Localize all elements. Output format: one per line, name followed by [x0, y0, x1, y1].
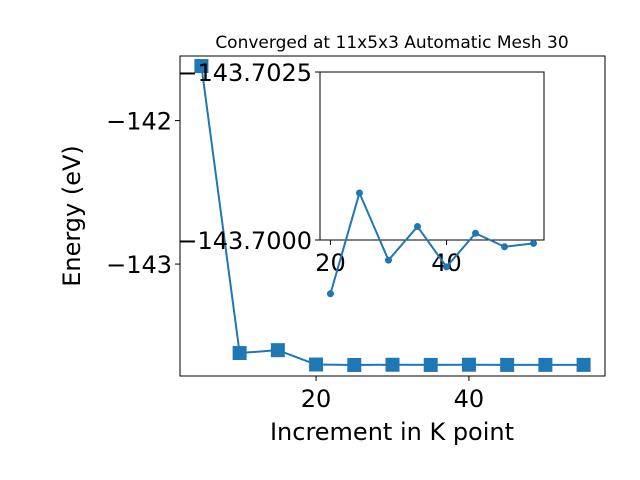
inset-data-point — [501, 243, 509, 251]
main-data-point — [232, 346, 247, 361]
inset-x-tick-label: 20 — [315, 249, 346, 277]
main-x-tick-label: 40 — [454, 385, 485, 413]
main-data-point — [538, 357, 553, 372]
main-data-point — [576, 357, 591, 372]
main-x-tick-label: 20 — [301, 385, 332, 413]
inset-data-point — [355, 189, 363, 197]
main-data-point — [309, 357, 324, 372]
main-data-point — [500, 357, 515, 372]
inset-data-point — [530, 239, 538, 247]
main-chart-title: Converged at 11x5x3 Automatic Mesh 30 — [215, 33, 568, 53]
main-y-tick-label: −143 — [106, 251, 172, 279]
main-y-tick-label: −142 — [106, 108, 172, 136]
main-data-point — [270, 343, 285, 358]
inset-y-tick-label: −143.7025 — [177, 59, 312, 87]
inset-data-point — [326, 290, 334, 298]
main-data-point — [347, 357, 362, 372]
main-y-axis-label: Energy (eV) — [58, 145, 86, 287]
main-data-point — [461, 357, 476, 372]
inset-series-line — [329, 191, 534, 295]
main-x-axis-label: Increment in K point — [270, 418, 514, 446]
main-data-point — [385, 357, 400, 372]
main-plot-frame — [179, 55, 606, 377]
inset-y-tick-label: −143.7000 — [177, 227, 312, 255]
inset-plot-frame — [319, 71, 545, 241]
main-data-point — [423, 357, 438, 372]
main-axes: Converged at 11x5x3 Automatic Mesh 30 In… — [58, 33, 606, 446]
main-data-point — [194, 59, 209, 74]
inset-axes: 20 40−143.7025−143.7000 — [177, 59, 545, 298]
inset-data-point — [443, 263, 451, 271]
inset-data-point — [472, 229, 480, 237]
inset-data-point — [384, 256, 392, 264]
inset-data-point — [413, 223, 421, 231]
